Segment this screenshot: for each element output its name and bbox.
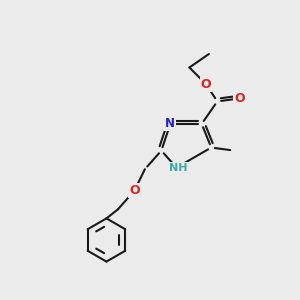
- Text: O: O: [129, 184, 140, 197]
- Text: O: O: [201, 77, 211, 91]
- Text: O: O: [235, 92, 245, 105]
- Text: NH: NH: [169, 163, 187, 172]
- Text: N: N: [165, 117, 175, 130]
